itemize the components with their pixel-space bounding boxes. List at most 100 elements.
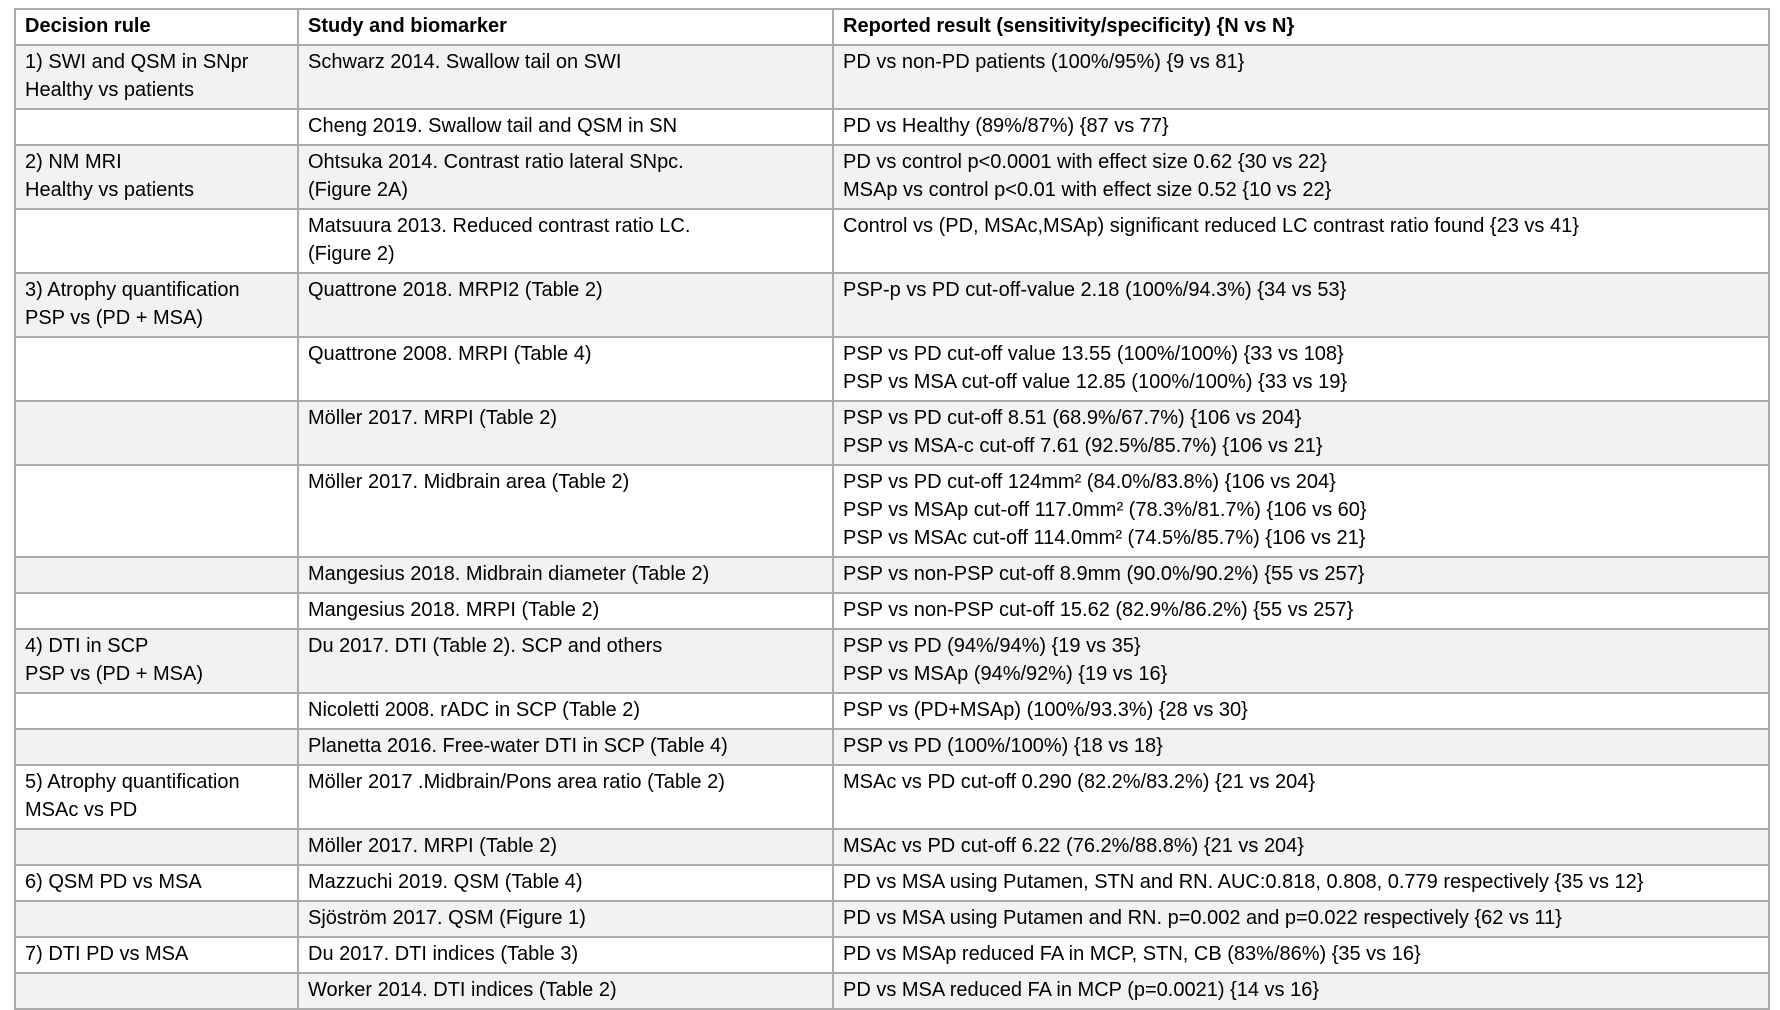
cell-decision-rule [14,208,299,274]
results-table: Decision rule Study and biomarker Report… [14,8,1770,1010]
table-row: Sjöström 2017. QSM (Figure 1) PD vs MSA u… [14,900,1770,938]
cell-study-biomarker: Möller 2017. MRPI (Table 2) [297,400,834,466]
result-line: PSP vs PD cut-off 124mm² (84.0%/83.8%) {… [843,471,1336,493]
study-line: Mazzuchi 2019. QSM (Table 4) [308,871,583,893]
study-line: Worker 2014. DTI indices (Table 2) [308,979,617,1001]
cell-reported-result: PSP vs PD (94%/94%) {19 vs 35} PSP vs MSA… [832,628,1770,694]
result-line: PSP vs PD (100%/100%) {18 vs 18} [843,735,1163,757]
result-line: PSP vs non-PSP cut-off 15.62 (82.9%/86.2… [843,599,1354,621]
table-row: Möller 2017. MRPI (Table 2) PSP vs PD cut… [14,400,1770,466]
table-row: Cheng 2019. Swallow tail and QSM in SN PD… [14,108,1770,146]
cell-reported-result: PD vs MSA reduced FA in MCP (p=0.0021) {… [832,972,1770,1010]
cell-study-biomarker: Cheng 2019. Swallow tail and QSM in SN [297,108,834,146]
cell-study-biomarker: Nicoletti 2008. rADC in SCP (Table 2) [297,692,834,730]
table-row: Quattrone 2008. MRPI (Table 4) PSP vs PD … [14,336,1770,402]
cell-study-biomarker: Quattrone 2008. MRPI (Table 4) [297,336,834,402]
header-decision-rule: Decision rule [14,8,299,46]
cell-reported-result: PD vs MSA using Putamen, STN and RN. AUC… [832,864,1770,902]
result-line: PD vs Healthy (89%/87%) {87 vs 77} [843,115,1169,137]
table-row: 7) DTI PD vs MSA Du 2017. DTI indices (Ta… [14,936,1770,974]
cell-decision-rule [14,692,299,730]
cell-decision-rule: 5) Atrophy quantification MSAc vs PD [14,764,299,830]
cell-study-biomarker: Möller 2017 .Midbrain/Pons area ratio (T… [297,764,834,830]
decision-rule-line: 5) Atrophy quantification [25,771,240,793]
cell-reported-result: PD vs non-PD patients (100%/95%) {9 vs 8… [832,44,1770,110]
decision-rule-line: 3) Atrophy quantification [25,279,240,301]
result-line: MSAc vs PD cut-off 6.22 (76.2%/88.8%) {2… [843,835,1304,857]
result-line: PSP vs PD (94%/94%) {19 vs 35} [843,635,1141,657]
result-line: PD vs MSA reduced FA in MCP (p=0.0021) {… [843,979,1320,1001]
cell-study-biomarker: Möller 2017. MRPI (Table 2) [297,828,834,866]
header-study-biomarker: Study and biomarker [297,8,834,46]
cell-study-biomarker: Ohtsuka 2014. Contrast ratio lateral SNp… [297,144,834,210]
study-line: (Figure 2A) [308,179,409,201]
cell-study-biomarker: Schwarz 2014. Swallow tail on SWI [297,44,834,110]
cell-decision-rule [14,336,299,402]
study-line: Planetta 2016. Free-water DTI in SCP (Ta… [308,735,728,757]
table-row: 6) QSM PD vs MSA Mazzuchi 2019. QSM (Tabl… [14,864,1770,902]
cell-study-biomarker: Mazzuchi 2019. QSM (Table 4) [297,864,834,902]
cell-reported-result: PSP vs PD cut-off value 13.55 (100%/100%… [832,336,1770,402]
result-line: PSP vs (PD+MSAp) (100%/93.3%) {28 vs 30} [843,699,1248,721]
cell-reported-result: MSAc vs PD cut-off 0.290 (82.2%/83.2%) {… [832,764,1770,830]
study-line: Schwarz 2014. Swallow tail on SWI [308,51,622,73]
cell-decision-rule [14,400,299,466]
decision-rule-line: PSP vs (PD + MSA) [25,307,204,329]
cell-reported-result: PSP-p vs PD cut-off-value 2.18 (100%/94.… [832,272,1770,338]
cell-reported-result: PSP vs non-PSP cut-off 15.62 (82.9%/86.2… [832,592,1770,630]
cell-reported-result: PSP vs PD cut-off 124mm² (84.0%/83.8%) {… [832,464,1770,558]
cell-decision-rule: 2) NM MRI Healthy vs patients [14,144,299,210]
cell-study-biomarker: Du 2017. DTI (Table 2). SCP and others [297,628,834,694]
study-line: (Figure 2) [308,243,395,265]
cell-reported-result: PD vs MSAp reduced FA in MCP, STN, CB (8… [832,936,1770,974]
decision-rule-line: 7) DTI PD vs MSA [25,943,189,965]
table-row: Möller 2017. Midbrain area (Table 2) PSP … [14,464,1770,558]
result-line: PSP vs MSAp (94%/92%) {19 vs 16} [843,663,1168,685]
result-line: MSAc vs PD cut-off 0.290 (82.2%/83.2%) {… [843,771,1316,793]
result-line: PSP vs MSAp cut-off 117.0mm² (78.3%/81.7… [843,499,1367,521]
cell-reported-result: PD vs control p<0.0001 with effect size … [832,144,1770,210]
result-line: PD vs non-PD patients (100%/95%) {9 vs 8… [843,51,1245,73]
result-line: PSP vs PD cut-off 8.51 (68.9%/67.7%) {10… [843,407,1302,429]
cell-decision-rule: 3) Atrophy quantification PSP vs (PD + MS… [14,272,299,338]
cell-study-biomarker: Mangesius 2018. MRPI (Table 2) [297,592,834,630]
cell-study-biomarker: Mangesius 2018. Midbrain diameter (Table… [297,556,834,594]
study-line: Sjöström 2017. QSM (Figure 1) [308,907,586,929]
cell-reported-result: PSP vs PD (100%/100%) {18 vs 18} [832,728,1770,766]
result-line: Control vs (PD, MSAc,MSAp) significant r… [843,215,1579,237]
study-line: Du 2017. DTI indices (Table 3) [308,943,579,965]
cell-study-biomarker: Möller 2017. Midbrain area (Table 2) [297,464,834,558]
table-row: Mangesius 2018. MRPI (Table 2) PSP vs non… [14,592,1770,630]
study-line: Cheng 2019. Swallow tail and QSM in SN [308,115,678,137]
result-line: PSP-p vs PD cut-off-value 2.18 (100%/94.… [843,279,1347,301]
study-line: Du 2017. DTI (Table 2). SCP and others [308,635,663,657]
decision-rule-line: 4) DTI in SCP [25,635,149,657]
cell-reported-result: PD vs MSA using Putamen and RN. p=0.002 … [832,900,1770,938]
result-line: PD vs control p<0.0001 with effect size … [843,151,1327,173]
decision-rule-line: 2) NM MRI [25,151,122,173]
cell-study-biomarker: Du 2017. DTI indices (Table 3) [297,936,834,974]
decision-rule-line: 6) QSM PD vs MSA [25,871,202,893]
cell-study-biomarker: Planetta 2016. Free-water DTI in SCP (Ta… [297,728,834,766]
study-line: Ohtsuka 2014. Contrast ratio lateral SNp… [308,151,684,173]
table-row: Planetta 2016. Free-water DTI in SCP (Ta… [14,728,1770,766]
study-line: Matsuura 2013. Reduced contrast ratio LC… [308,215,691,237]
cell-decision-rule: 7) DTI PD vs MSA [14,936,299,974]
decision-rule-line: 1) SWI and QSM in SNpr [25,51,249,73]
study-line: Möller 2017. MRPI (Table 2) [308,407,557,429]
study-line: Mangesius 2018. MRPI (Table 2) [308,599,600,621]
cell-study-biomarker: Worker 2014. DTI indices (Table 2) [297,972,834,1010]
table-row: 5) Atrophy quantification MSAc vs PD Mölle… [14,764,1770,830]
table-row: 1) SWI and QSM in SNpr Healthy vs patient… [14,44,1770,110]
result-line: PD vs MSAp reduced FA in MCP, STN, CB (8… [843,943,1421,965]
cell-decision-rule [14,728,299,766]
cell-decision-rule [14,556,299,594]
cell-decision-rule: 1) SWI and QSM in SNpr Healthy vs patient… [14,44,299,110]
result-line: PSP vs MSA cut-off value 12.85 (100%/100… [843,371,1348,393]
decision-rule-line: MSAc vs PD [25,799,138,821]
cell-decision-rule: 6) QSM PD vs MSA [14,864,299,902]
cell-study-biomarker: Quattrone 2018. MRPI2 (Table 2) [297,272,834,338]
cell-reported-result: Control vs (PD, MSAc,MSAp) significant r… [832,208,1770,274]
cell-decision-rule [14,900,299,938]
table-row: 2) NM MRI Healthy vs patients Ohtsuka 2014… [14,144,1770,210]
